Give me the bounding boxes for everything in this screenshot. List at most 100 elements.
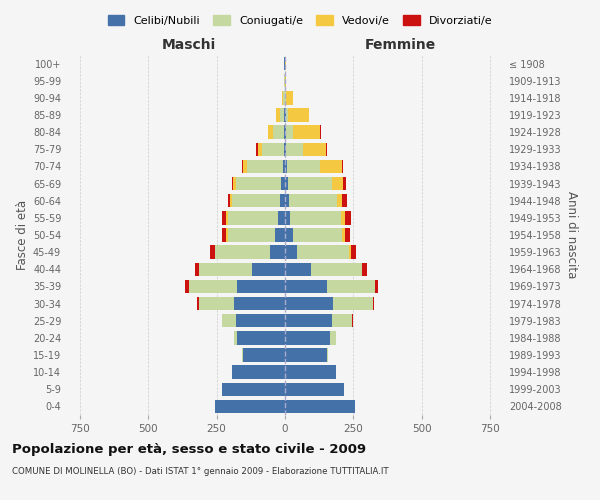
Bar: [194, 262, 199, 276]
Bar: [237, 331, 285, 344]
Bar: [284, 126, 285, 139]
Bar: [236, 314, 285, 328]
Bar: [285, 314, 332, 328]
Bar: [342, 160, 343, 173]
Bar: [242, 348, 285, 362]
Bar: [330, 331, 335, 344]
Bar: [280, 108, 284, 122]
Bar: [283, 160, 285, 173]
Bar: [298, 246, 349, 259]
Bar: [373, 297, 374, 310]
Bar: [252, 262, 285, 276]
Text: COMUNE DI MOLINELLA (BO) - Dati ISTAT 1° gennaio 2009 - Elaborazione TUTTITALIA.: COMUNE DI MOLINELLA (BO) - Dati ISTAT 1°…: [12, 468, 389, 476]
Y-axis label: Fasce di età: Fasce di età: [16, 200, 29, 270]
Bar: [326, 142, 328, 156]
Bar: [257, 142, 262, 156]
Bar: [303, 142, 326, 156]
Bar: [232, 194, 280, 207]
Bar: [286, 126, 293, 139]
Bar: [262, 142, 284, 156]
Bar: [285, 160, 287, 173]
Bar: [232, 177, 233, 190]
Bar: [222, 382, 285, 396]
Bar: [275, 228, 285, 241]
Bar: [290, 211, 341, 224]
Bar: [351, 246, 356, 259]
Bar: [285, 366, 335, 379]
Bar: [286, 108, 288, 122]
Bar: [285, 194, 289, 207]
Bar: [288, 177, 332, 190]
Bar: [282, 91, 283, 104]
Bar: [328, 280, 376, 293]
Bar: [286, 142, 303, 156]
Bar: [197, 297, 199, 310]
Bar: [215, 246, 270, 259]
Text: Popolazione per età, sesso e stato civile - 2009: Popolazione per età, sesso e stato civil…: [12, 442, 366, 456]
Bar: [293, 126, 320, 139]
Bar: [199, 297, 235, 310]
Bar: [311, 262, 362, 276]
Bar: [285, 400, 355, 413]
Bar: [276, 108, 280, 122]
Bar: [222, 314, 236, 328]
Bar: [227, 228, 275, 241]
Bar: [215, 400, 285, 413]
Bar: [285, 91, 286, 104]
Bar: [185, 280, 189, 293]
Bar: [285, 228, 293, 241]
Bar: [268, 126, 273, 139]
Bar: [247, 160, 283, 173]
Bar: [287, 160, 320, 173]
Bar: [333, 297, 373, 310]
Bar: [341, 211, 345, 224]
Bar: [281, 177, 285, 190]
Bar: [285, 331, 330, 344]
Bar: [285, 297, 333, 310]
Y-axis label: Anni di nascita: Anni di nascita: [565, 192, 578, 278]
Bar: [232, 366, 285, 379]
Bar: [289, 194, 337, 207]
Bar: [233, 177, 236, 190]
Bar: [285, 74, 286, 88]
Bar: [237, 280, 285, 293]
Bar: [286, 91, 293, 104]
Bar: [293, 228, 342, 241]
Bar: [285, 126, 286, 139]
Bar: [199, 262, 252, 276]
Bar: [256, 142, 257, 156]
Bar: [376, 280, 378, 293]
Legend: Celibi/Nubili, Coniugati/e, Vedovi/e, Divorziati/e: Celibi/Nubili, Coniugati/e, Vedovi/e, Di…: [103, 10, 497, 30]
Bar: [343, 194, 347, 207]
Text: Femmine: Femmine: [364, 38, 436, 52]
Bar: [345, 211, 351, 224]
Bar: [230, 194, 232, 207]
Bar: [285, 382, 344, 396]
Bar: [288, 108, 309, 122]
Bar: [285, 280, 328, 293]
Bar: [189, 280, 237, 293]
Bar: [242, 160, 243, 173]
Bar: [362, 262, 367, 276]
Bar: [222, 211, 226, 224]
Bar: [285, 211, 290, 224]
Bar: [285, 246, 298, 259]
Bar: [332, 177, 343, 190]
Bar: [278, 211, 285, 224]
Bar: [236, 177, 281, 190]
Bar: [284, 142, 285, 156]
Text: Maschi: Maschi: [162, 38, 217, 52]
Bar: [226, 211, 227, 224]
Bar: [285, 262, 311, 276]
Bar: [285, 348, 328, 362]
Bar: [273, 126, 284, 139]
Bar: [280, 194, 285, 207]
Bar: [283, 91, 285, 104]
Bar: [243, 160, 247, 173]
Bar: [227, 194, 230, 207]
Bar: [226, 228, 227, 241]
Bar: [210, 246, 215, 259]
Bar: [270, 246, 285, 259]
Bar: [344, 228, 350, 241]
Bar: [235, 331, 237, 344]
